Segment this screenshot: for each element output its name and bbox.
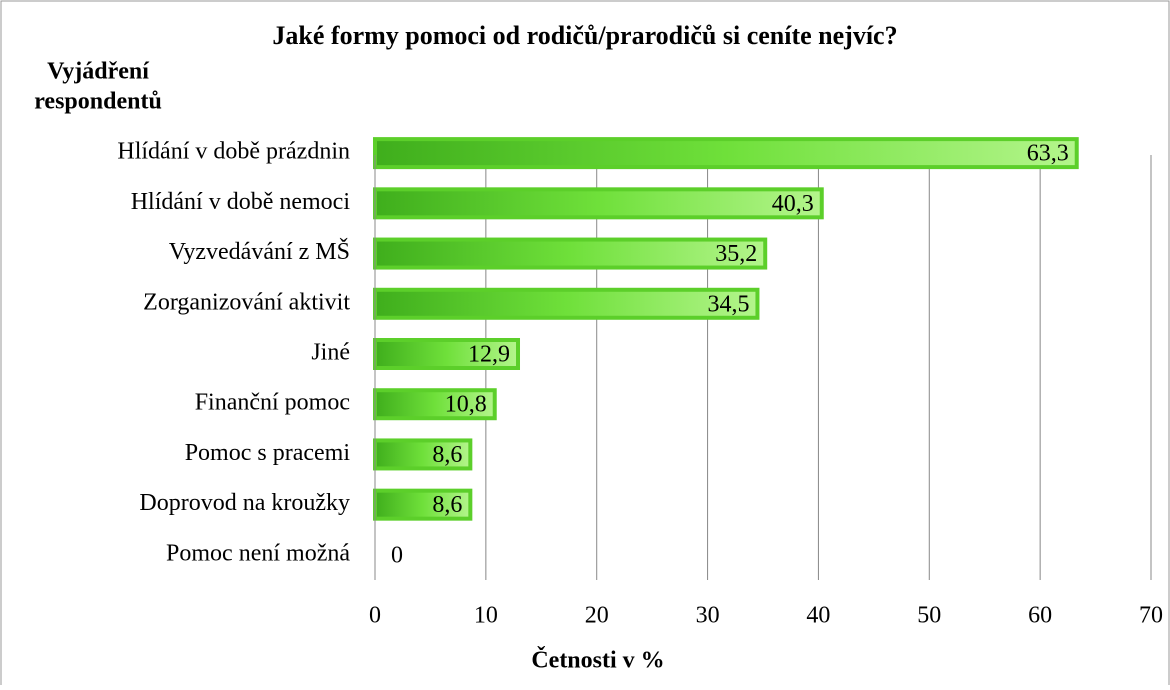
data-label: 10,8 [445, 392, 487, 418]
data-label: 8,6 [432, 492, 462, 518]
y-tick-label: Pomoc s pracemi [185, 440, 351, 466]
x-tick-label: 10 [474, 603, 498, 629]
data-label: 0 [391, 542, 403, 568]
y-tick-label: Zorganizování aktivit [143, 289, 350, 315]
y-tick-label: Jiné [311, 340, 350, 366]
y-tick-label: Vyzvedávání z MŠ [169, 238, 350, 265]
y-tick-label: Doprovod na kroužky [139, 490, 350, 516]
x-tick-label: 30 [696, 603, 720, 629]
y-tick-label: Hlídání v době prázdnin [117, 139, 350, 165]
x-axis-label: Četnosti v % [531, 647, 664, 674]
chart-title: Jaké formy pomoci od rodičů/prarodičů si… [272, 21, 897, 50]
bar [373, 137, 1079, 170]
x-tick-label: 40 [806, 603, 830, 629]
x-tick-label: 20 [585, 603, 609, 629]
bar [373, 237, 768, 270]
data-label: 40,3 [772, 191, 814, 217]
bar [373, 287, 760, 320]
y-axis-label: Vyjádření [47, 59, 149, 85]
bar [373, 438, 473, 471]
y-tick-label: Pomoc není možná [166, 540, 350, 566]
bar [373, 187, 824, 220]
y-tick-label: Finanční pomoc [195, 390, 350, 416]
x-tick-label: 0 [369, 603, 381, 629]
x-tick-label: 60 [1028, 603, 1052, 629]
x-tick-label: 70 [1139, 603, 1163, 629]
data-label: 34,5 [707, 291, 749, 317]
data-label: 63,3 [1027, 141, 1069, 167]
y-axis-label: respondentů [34, 89, 162, 115]
data-label: 12,9 [468, 342, 510, 368]
x-tick-label: 50 [917, 603, 941, 629]
data-label: 8,6 [432, 442, 462, 468]
bar [373, 388, 497, 421]
data-label: 35,2 [715, 241, 757, 267]
y-tick-label: Hlídání v době nemoci [131, 189, 351, 215]
